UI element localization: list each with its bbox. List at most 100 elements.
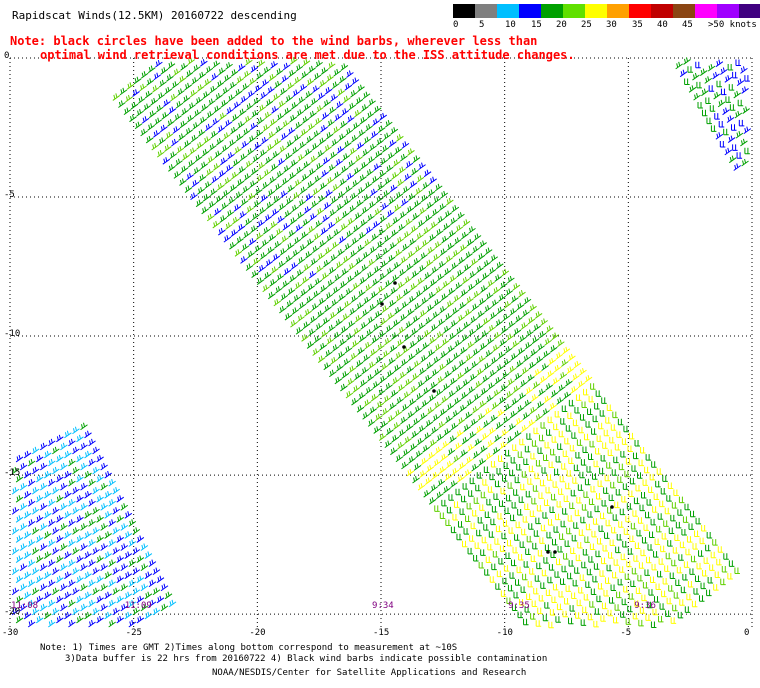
wind-barb [675,61,683,70]
wind-barb [264,111,272,120]
wind-barb [23,491,32,499]
wind-barb [72,466,80,475]
wind-barb [374,311,383,319]
wind-barb [607,449,614,457]
wind-barb [80,442,88,451]
wind-barb [281,235,289,244]
wind-barb [483,524,489,531]
wind-barb [652,608,658,616]
wind-barb [632,612,639,620]
wind-barb [637,517,644,524]
wind-barb [310,98,319,106]
wind-barb [148,599,157,608]
wind-barb [538,331,547,339]
wind-barb [310,258,319,266]
wind-barb [610,424,617,431]
wind-barb [640,447,646,454]
wind-barb [338,236,347,244]
wind-barb [392,319,401,328]
wind-barb [288,69,297,78]
wind-barb [249,77,257,86]
wind-barb [538,388,546,397]
wind-barb [424,374,433,383]
wind-barb [27,619,36,628]
wind-barb [531,440,538,447]
wind-barb [201,104,209,112]
wind-barb [491,402,500,410]
wind-barb [164,144,172,152]
wind-barb [271,106,279,114]
wind-barb [352,225,361,233]
wind-barb [140,543,149,551]
wind-barb [227,94,236,103]
wind-barb [567,515,574,522]
wind-barb [484,511,491,519]
wind-barb [630,522,637,530]
wind-barb [434,401,442,410]
wind-barb [728,560,735,567]
wind-barb [100,543,108,551]
wind-barb [558,488,564,495]
wind-barb [124,551,133,559]
wind-barb [543,557,549,564]
wind-barb [743,126,752,135]
wind-barb [503,358,512,367]
wind-barb [497,513,503,520]
wind-barb [530,452,536,460]
wind-barb [584,536,590,543]
wind-barb [441,235,450,244]
wind-barb [718,120,725,128]
wind-barb [203,136,212,144]
wind-barb [357,289,366,298]
wind-barb [390,447,398,456]
wind-barb [706,589,712,597]
wind-barb [372,221,381,229]
wind-barb [724,75,733,83]
wind-barb [462,483,469,490]
wind-barb [540,524,547,532]
wind-barb [368,98,376,107]
wind-barb [410,283,418,291]
wind-barb [375,356,384,364]
wind-barb [486,498,492,506]
wind-barb [522,573,528,581]
wind-barb [560,578,566,585]
latitude-label: -5 [4,190,15,201]
wind-barb [442,223,451,231]
wind-barb [147,123,155,131]
wind-barb [56,615,64,624]
wind-barb [236,236,244,245]
wind-barb [324,247,333,255]
wind-barb [277,215,285,224]
wind-barb [550,448,556,456]
wind-barb [515,521,522,529]
wind-barb [659,603,666,610]
wind-barb [23,571,32,580]
wind-barb [64,531,72,539]
wind-barb [282,62,291,71]
wind-barb [563,553,569,560]
wind-barb [112,567,120,576]
wind-barb [343,95,351,104]
wind-barb [444,313,453,321]
wind-barb [634,439,641,447]
wind-barb [481,330,489,338]
wind-barb [586,568,593,576]
wind-barb [420,252,428,261]
wind-barb [431,471,440,480]
wind-barb [445,255,454,264]
wind-barb [428,394,437,403]
wind-barb [324,304,332,313]
wind-barb [700,582,707,590]
wind-barb [410,385,418,394]
wind-barb [410,328,419,336]
wind-barb [118,100,126,108]
wind-barb [132,567,141,576]
wind-barb [337,248,345,257]
wind-barb [446,300,454,309]
wind-barb [670,617,677,624]
wind-barb [278,100,286,109]
wind-barb [409,238,417,246]
wind-barb [267,86,275,94]
wind-barb [698,550,704,557]
